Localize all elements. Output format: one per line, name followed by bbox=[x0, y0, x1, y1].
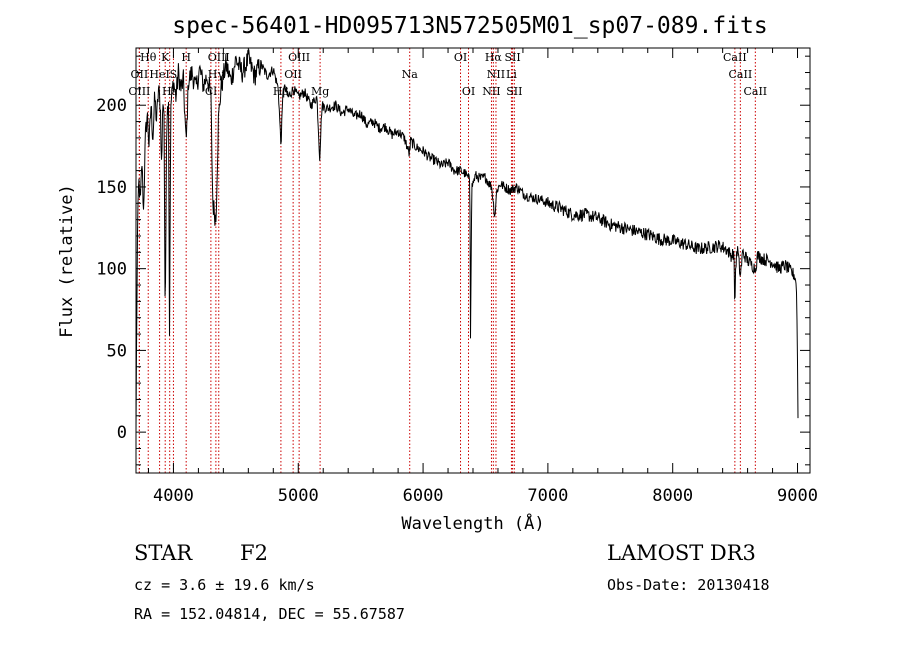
spectral-line-label: OIII bbox=[128, 85, 150, 98]
spectral-line-label: HeI bbox=[149, 68, 169, 81]
spectral-line-markers bbox=[138, 48, 756, 473]
spectral-line-label: NII bbox=[487, 68, 505, 81]
spectral-line-label: OI bbox=[454, 51, 467, 64]
spectral-line-label: OII bbox=[131, 68, 149, 81]
x-tick-label: 5000 bbox=[278, 486, 319, 506]
spectral-line-label: Hβ bbox=[273, 85, 289, 98]
x-axis-label: Wavelength (Å) bbox=[401, 512, 544, 534]
x-axis: 4000 5000 6000 7000 8000 9000 bbox=[147, 48, 818, 506]
y-tick-label: 0 bbox=[117, 423, 127, 443]
spectrum-line bbox=[135, 49, 799, 433]
spectral-line-label: Cl bbox=[205, 85, 217, 98]
y-axis-label: Flux (relative) bbox=[57, 184, 77, 338]
survey-name: LAMOST DR3 bbox=[607, 541, 756, 565]
x-tick-label: 8000 bbox=[652, 486, 693, 506]
spectral-line-label: NII bbox=[482, 85, 500, 98]
plot-frame bbox=[135, 47, 811, 474]
spectral-line-label: H bbox=[181, 51, 191, 64]
spectral-line-label: Hα bbox=[485, 51, 503, 64]
spectral-line-label: K bbox=[161, 51, 170, 64]
x-tick-label: 9000 bbox=[777, 486, 818, 506]
spectral-line-label: OII bbox=[284, 68, 302, 81]
x-tick-label: 6000 bbox=[403, 486, 444, 506]
coordinates: RA = 152.04814, DEC = 55.67587 bbox=[134, 605, 405, 623]
redshift-info: cz = 3.6 ± 19.6 km/s bbox=[134, 576, 315, 594]
spectral-line-label: OIII bbox=[208, 51, 230, 64]
spectrum-series bbox=[135, 49, 799, 433]
y-tick-label: 150 bbox=[96, 178, 127, 198]
object-class: STAR bbox=[134, 541, 193, 565]
spectral-line-label: Hγ bbox=[208, 68, 225, 81]
spectral-line-label: Hε bbox=[162, 85, 178, 98]
object-subclass: F2 bbox=[240, 541, 268, 565]
spectral-line-label: CaII bbox=[743, 85, 767, 98]
spectral-line-label: SII bbox=[506, 85, 522, 98]
y-tick-label: 100 bbox=[96, 260, 127, 280]
spectral-line-label: OIII bbox=[288, 51, 310, 64]
spectral-line-label: Hθ bbox=[140, 51, 157, 64]
chart-title: spec-56401-HD095713N572505M01_sp07-089.f… bbox=[172, 13, 767, 39]
spectral-line-label: SII bbox=[504, 51, 520, 64]
spectral-line-label: S bbox=[170, 68, 178, 81]
y-axis: 0 50 100 150 200 bbox=[96, 55, 810, 466]
obs-date: Obs-Date: 20130418 bbox=[607, 576, 770, 594]
y-tick-label: 50 bbox=[107, 341, 127, 361]
spectral-line-label: Na bbox=[402, 68, 419, 81]
x-tick-label: 4000 bbox=[153, 486, 194, 506]
spectral-line-label: CaII bbox=[729, 68, 753, 81]
spectral-line-label: CaII bbox=[723, 51, 747, 64]
y-tick-label: 200 bbox=[96, 96, 127, 116]
x-tick-label: 7000 bbox=[527, 486, 568, 506]
spectral-line-label: Li bbox=[506, 68, 517, 81]
spectral-line-label: OI bbox=[462, 85, 475, 98]
spectral-line-label: Mg bbox=[311, 85, 329, 98]
